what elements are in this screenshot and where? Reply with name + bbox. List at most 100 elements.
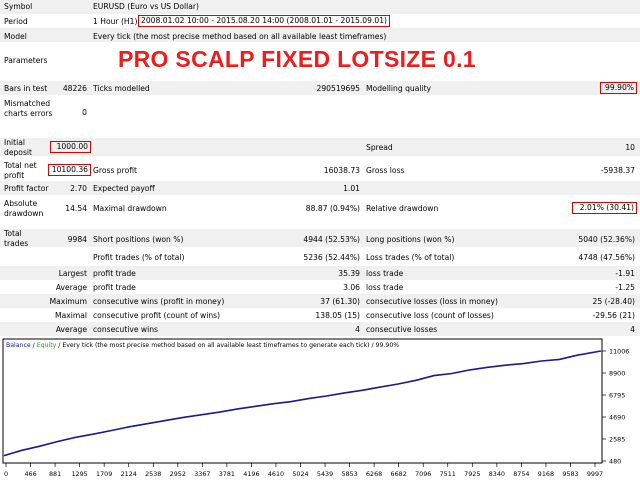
x-tick-label: 2952 xyxy=(170,470,186,478)
maximum-label: Maximum xyxy=(49,297,87,306)
net-profit-label: Total net profit xyxy=(4,161,37,180)
x-tick-label: 8340 xyxy=(489,470,505,478)
total-trades-value: 9984 xyxy=(67,235,87,244)
balance-chart: Balance / Equity / Every tick (the most … xyxy=(2,338,629,478)
maximal-label: Maximal xyxy=(55,311,87,320)
gross-profit-label: Gross profit xyxy=(93,166,137,175)
max-losses-value: 25 (-28.40) xyxy=(592,297,635,306)
deposit-label: Initial deposit xyxy=(4,138,33,157)
y-tick-label: 8900 xyxy=(609,370,625,378)
chart-plot-area xyxy=(2,338,603,464)
legend-sep: / xyxy=(31,342,37,349)
period-value: 1 Hour (H1) xyxy=(93,17,138,26)
x-tick-label: 2538 xyxy=(145,470,161,478)
relative-drawdown-label: Relative drawdown xyxy=(366,204,439,213)
x-tick-label: 0 xyxy=(4,470,8,478)
quality-label: Modelling quality xyxy=(366,84,432,93)
maximal-loss-value: -29.56 (21) xyxy=(592,311,635,320)
x-tick-label: 7096 xyxy=(415,470,431,478)
expected-payoff-label: Expected payoff xyxy=(93,184,155,193)
y-tick-label: 11006 xyxy=(609,348,629,356)
loss-trades-label: Loss trades (% of total) xyxy=(366,253,455,262)
average-profit-value: 3.06 xyxy=(343,283,360,292)
symbol-value: EURUSD (Euro vs US Dollar) xyxy=(93,2,199,11)
legend-balance: Balance xyxy=(6,342,31,349)
y-tick-label: 6795 xyxy=(609,392,625,400)
largest-loss-label: loss trade xyxy=(366,269,404,278)
x-tick-label: 6268 xyxy=(366,470,382,478)
x-tick-label: 5439 xyxy=(317,470,333,478)
x-tick-label: 1295 xyxy=(71,470,87,478)
maximal-profit-value: 138.05 (15) xyxy=(315,311,360,320)
legend-equity: Equity xyxy=(37,342,57,349)
parameters-label: Parameters xyxy=(4,56,48,65)
total-trades-label: Total trades xyxy=(4,229,29,248)
x-tick-label: 5024 xyxy=(292,470,308,478)
relative-drawdown-value: 2.01% (30.41) xyxy=(572,202,637,214)
y-tick-label: 480 xyxy=(609,458,621,466)
x-tick-label: 4196 xyxy=(243,470,259,478)
bars-label: Bars in test xyxy=(4,84,48,93)
average-loss-label: loss trade xyxy=(366,283,404,292)
net-profit-value: 10100.36 xyxy=(48,164,91,176)
strategy-banner: PRO SCALP FIXED LOTSIZE 0.1 xyxy=(118,46,476,72)
chart-legend: Balance / Equity / Every tick (the most … xyxy=(6,342,399,349)
x-tick-label: 9997 xyxy=(587,470,603,478)
average-profit-label: profit trade xyxy=(93,283,136,292)
absolute-drawdown-label: Absolute drawdown xyxy=(4,199,44,218)
x-tick-label: 8754 xyxy=(513,470,529,478)
maximal-drawdown-label: Maximal drawdown xyxy=(93,204,167,213)
mismatch-label: Mismatched charts errors xyxy=(4,99,53,118)
largest-loss-value: -1.91 xyxy=(615,269,635,278)
mismatch-value: 0 xyxy=(82,108,87,117)
x-tick-label: 2124 xyxy=(121,470,137,478)
legend-quality: / 99.90% xyxy=(370,342,400,349)
x-tick-label: 4610 xyxy=(268,470,284,478)
period-label: Period xyxy=(4,17,28,26)
y-tick-label: 2585 xyxy=(609,436,625,444)
average-consecutive-label: Average xyxy=(55,325,87,334)
average-loss-value: -1.25 xyxy=(615,283,635,292)
short-positions-value: 4944 (52.53%) xyxy=(303,235,360,244)
profit-trades-label: Profit trades (% of total) xyxy=(93,253,185,262)
x-tick-label: 7925 xyxy=(464,470,480,478)
average-label: Average xyxy=(55,283,87,292)
avg-losses-label: consecutive losses xyxy=(366,325,438,334)
deposit-value: 1000.00 xyxy=(50,141,91,153)
model-label: Model xyxy=(4,32,27,41)
avg-wins-label: consecutive wins xyxy=(93,325,159,334)
x-tick-label: 881 xyxy=(49,470,61,478)
spread-value: 10 xyxy=(625,143,635,152)
legend-desc: / Every tick (the most precise method ba… xyxy=(56,342,369,349)
long-positions-value: 5040 (52.36%) xyxy=(578,235,635,244)
largest-profit-value: 35.39 xyxy=(338,269,360,278)
max-wins-label: consecutive wins (profit in money) xyxy=(93,297,225,306)
maximal-profit-label: consecutive profit (count of wins) xyxy=(93,311,221,320)
x-tick-label: 1709 xyxy=(96,470,112,478)
x-tick-label: 5853 xyxy=(341,470,357,478)
balance-series-line xyxy=(3,350,602,457)
largest-label: Largest xyxy=(58,269,87,278)
gross-profit-value: 16038.73 xyxy=(323,166,360,175)
avg-losses-value: 4 xyxy=(630,325,635,334)
model-value: Every tick (the most precise method base… xyxy=(93,32,387,41)
largest-profit-label: profit trade xyxy=(93,269,136,278)
profit-factor-value: 2.70 xyxy=(70,184,87,193)
avg-wins-value: 4 xyxy=(355,325,360,334)
x-tick-label: 6682 xyxy=(391,470,407,478)
max-losses-label: consecutive losses (loss in money) xyxy=(366,297,498,306)
maximal-loss-label: consecutive loss (count of losses) xyxy=(366,311,494,320)
x-tick-label: 7511 xyxy=(440,470,456,478)
x-tick-label: 466 xyxy=(24,470,36,478)
x-tick-label: 9583 xyxy=(562,470,578,478)
ticks-label: Ticks modelled xyxy=(93,84,150,93)
maximal-drawdown-value: 88.87 (0.94%) xyxy=(305,204,360,213)
x-tick-label: 3367 xyxy=(194,470,210,478)
profit-trades-value: 5236 (52.44%) xyxy=(303,253,360,262)
period-range: 2008.01.02 10:00 - 2015.08.20 14:00 (200… xyxy=(138,15,390,27)
absolute-drawdown-value: 14.54 xyxy=(65,204,87,213)
max-wins-value: 37 (61.30) xyxy=(320,297,360,306)
symbol-label: Symbol xyxy=(4,2,33,11)
short-positions-label: Short positions (won %) xyxy=(93,235,184,244)
bars-value: 48226 xyxy=(62,84,87,93)
